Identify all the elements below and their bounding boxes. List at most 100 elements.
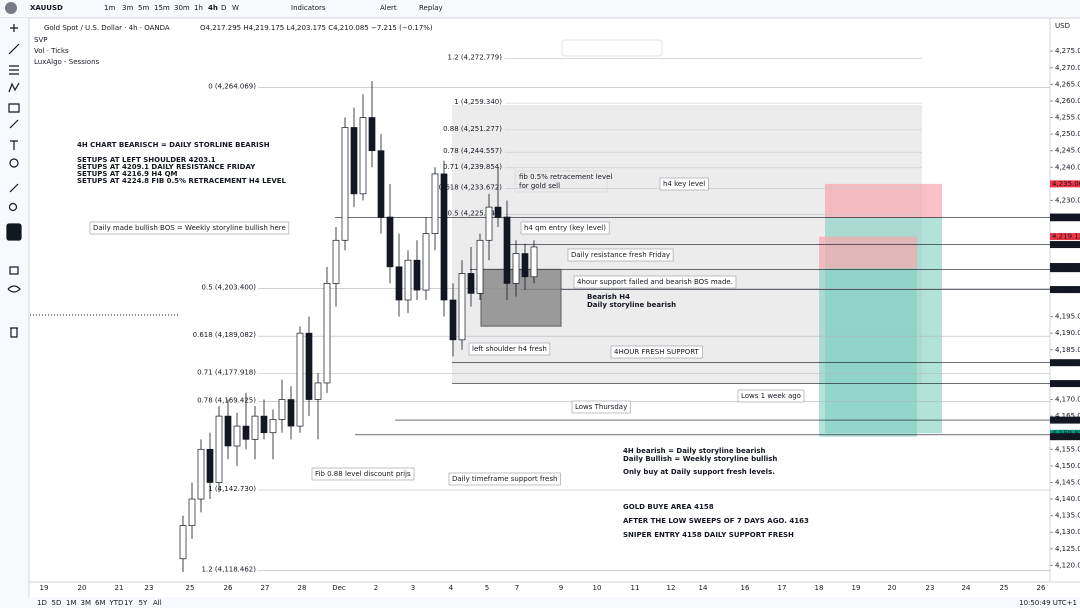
timeframe[interactable]: 5m xyxy=(138,4,149,12)
timeframe[interactable]: 4h xyxy=(208,4,218,12)
annotation: 4HOUR FRESH SUPPORT xyxy=(614,348,700,356)
time-label: 20 xyxy=(78,584,87,592)
zoom-tool[interactable] xyxy=(8,202,18,212)
candle-body xyxy=(440,173,448,301)
time-label: 24 xyxy=(962,584,971,592)
price-tick-label: 4,275.000 xyxy=(1055,47,1080,55)
timeframe[interactable]: 15m xyxy=(154,4,170,12)
bearish-box xyxy=(480,268,562,327)
time-label: 21 xyxy=(115,584,124,592)
annotation: 4hour support failed and bearish BOS mad… xyxy=(577,278,733,286)
price-tick-label: 4,170.000 xyxy=(1055,396,1080,404)
currency: USD xyxy=(1055,22,1070,30)
timeframe[interactable]: 1h xyxy=(194,4,203,12)
annotation: Fib 0.88 level discount prijs xyxy=(315,470,411,478)
delete-tool[interactable] xyxy=(10,327,18,338)
price-label-bg xyxy=(1050,433,1080,441)
avatar[interactable] xyxy=(5,2,17,14)
legend-ohlc: O4,217.295 H4,219.175 L4,203.175 C4,210.… xyxy=(200,24,433,32)
timeframe[interactable]: 3m xyxy=(122,4,133,12)
time-label: Dec xyxy=(332,584,346,592)
hide-tool[interactable] xyxy=(7,285,21,293)
range-button[interactable]: YTD xyxy=(109,599,124,607)
time-label: 23 xyxy=(145,584,154,592)
price-label-bg xyxy=(1050,380,1080,388)
price-tick-label: 4,255.000 xyxy=(1055,114,1080,122)
price-tick-label: 4,195.000 xyxy=(1055,313,1080,321)
candle-body xyxy=(386,216,394,268)
price-label-bg xyxy=(1050,214,1080,222)
annotation-box xyxy=(567,248,674,262)
time-label: 10 xyxy=(593,584,602,592)
annotation: SETUPS AT 4224.8 FIB 0.5% RETRACEMENT H4… xyxy=(77,177,287,185)
price-label-bg xyxy=(1050,416,1080,424)
lock-tool[interactable] xyxy=(9,266,19,275)
price-tick-label: 4,270.000 xyxy=(1055,64,1080,72)
range-button[interactable]: All xyxy=(153,599,162,607)
stop-zone xyxy=(819,236,917,269)
annotation: Lows 1 week ago xyxy=(741,392,801,400)
replay-button[interactable]: Replay xyxy=(419,4,443,12)
crosshair-tool[interactable] xyxy=(10,24,18,32)
fib-tool[interactable] xyxy=(9,65,19,75)
annotation: 4H bearish = Daily storyline bearish xyxy=(623,447,766,455)
annotation-box xyxy=(737,389,805,403)
candle-body xyxy=(242,425,250,440)
icon-tool[interactable] xyxy=(9,158,19,168)
timeframe[interactable]: D xyxy=(221,4,226,12)
annotation-box xyxy=(311,467,415,481)
time-label: 19 xyxy=(40,584,49,592)
time-label: 26 xyxy=(224,584,233,592)
candle-body xyxy=(368,117,376,152)
candle-body xyxy=(359,117,367,195)
text-tool[interactable] xyxy=(10,140,18,150)
candle-body xyxy=(260,415,268,434)
range-button[interactable]: 6M xyxy=(95,599,106,607)
price-tick-label: 4,155.000 xyxy=(1055,445,1080,453)
price-tick-label: 4,145.000 xyxy=(1055,478,1080,486)
timeframe[interactable]: 1m xyxy=(104,4,115,12)
time-label: 28 xyxy=(298,584,307,592)
price-label-bg xyxy=(1050,286,1080,294)
price-label-bg xyxy=(1050,265,1080,273)
candle-body xyxy=(521,253,529,278)
annotation-box xyxy=(448,472,561,486)
candle-body xyxy=(485,206,493,241)
measure-tool[interactable] xyxy=(9,183,19,193)
magnet-tool[interactable] xyxy=(6,223,22,241)
stop-zone xyxy=(825,183,942,218)
brush-tool[interactable] xyxy=(9,119,19,129)
range-button[interactable]: 5D xyxy=(52,599,62,607)
range-button[interactable]: 1D xyxy=(37,599,47,607)
trendline-tool[interactable] xyxy=(8,43,20,55)
time-label: 2 xyxy=(374,584,378,592)
candle-body xyxy=(458,273,466,341)
fib-label: 0.618 (4,189,082) xyxy=(193,331,257,339)
time-label: 19 xyxy=(852,584,861,592)
alert-button[interactable]: Alert xyxy=(380,4,397,12)
candle-body xyxy=(296,332,304,427)
candle-body xyxy=(503,216,511,284)
range-button[interactable]: 3M xyxy=(81,599,92,607)
annotation-box xyxy=(89,221,290,235)
candle-body xyxy=(332,239,340,284)
time-label: 27 xyxy=(261,584,270,592)
range-button[interactable]: 1M xyxy=(66,599,77,607)
candle-body xyxy=(251,415,259,440)
timeframe[interactable]: W xyxy=(232,4,239,12)
fib-label: 1 (4,259.340) xyxy=(454,98,502,106)
fib-label: 0 (4,264.069) xyxy=(208,82,256,90)
annotation-box xyxy=(571,400,631,414)
fib-label: 1 (4,142.730) xyxy=(208,485,256,493)
range-button[interactable]: 5Y xyxy=(139,599,148,607)
symbol[interactable]: XAUUSD xyxy=(30,4,63,12)
prediction-tool[interactable] xyxy=(8,103,20,113)
timeframe[interactable]: 30m xyxy=(174,4,190,12)
price-label: 4,181.100 xyxy=(1052,359,1080,367)
candle-body xyxy=(305,332,313,400)
range-button[interactable]: 1Y xyxy=(124,599,133,607)
drawing-toolbar[interactable] xyxy=(561,39,663,57)
price-tick-label: 4,130.000 xyxy=(1055,528,1080,536)
indicators-button[interactable]: Indicators xyxy=(291,4,326,12)
pattern-tool[interactable] xyxy=(8,82,20,93)
